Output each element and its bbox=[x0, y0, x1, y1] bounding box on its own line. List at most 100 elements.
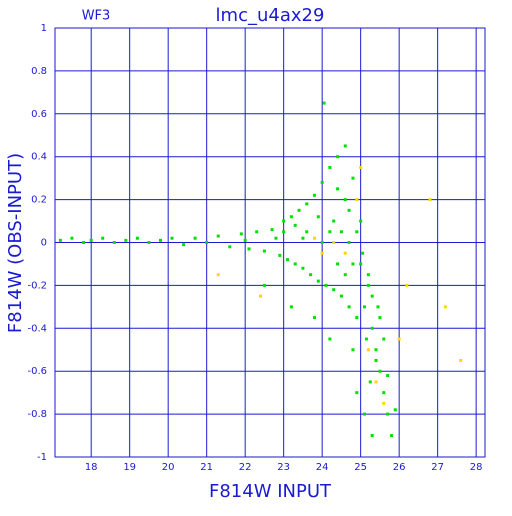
point bbox=[305, 202, 309, 206]
y-tick-label: -0.8 bbox=[27, 409, 47, 420]
point bbox=[312, 316, 316, 320]
point bbox=[347, 241, 351, 244]
point bbox=[355, 198, 359, 202]
point bbox=[366, 283, 370, 287]
x-tick-label: 28 bbox=[470, 462, 483, 473]
x-tick-label: 26 bbox=[393, 462, 406, 473]
point bbox=[124, 238, 128, 242]
point bbox=[339, 230, 343, 234]
point bbox=[336, 155, 340, 159]
point bbox=[347, 208, 351, 212]
point bbox=[289, 305, 293, 309]
y-tick-label: -0.6 bbox=[27, 366, 47, 377]
point bbox=[262, 283, 266, 287]
x-tick-label: 27 bbox=[431, 462, 444, 473]
point bbox=[205, 241, 209, 244]
point bbox=[193, 236, 197, 240]
point bbox=[361, 251, 365, 255]
point bbox=[336, 187, 340, 191]
point bbox=[247, 247, 251, 251]
point bbox=[239, 232, 243, 236]
x-tick-label: 19 bbox=[123, 462, 136, 473]
point bbox=[158, 238, 162, 242]
x-tick-label: 22 bbox=[239, 462, 252, 473]
x-tick-label: 18 bbox=[85, 462, 98, 473]
x-tick-label: 23 bbox=[277, 462, 290, 473]
point bbox=[389, 434, 393, 438]
y-tick-label: 0.6 bbox=[31, 109, 47, 120]
point bbox=[286, 258, 290, 262]
point bbox=[309, 273, 313, 277]
point bbox=[101, 236, 105, 240]
point bbox=[320, 241, 324, 244]
point bbox=[355, 391, 359, 395]
point bbox=[382, 401, 386, 405]
y-tick-label: 1 bbox=[41, 23, 47, 34]
x-tick-label: 25 bbox=[354, 462, 367, 473]
point bbox=[332, 288, 336, 292]
point bbox=[339, 294, 343, 298]
point bbox=[320, 251, 324, 255]
point bbox=[297, 208, 301, 212]
point bbox=[274, 236, 278, 240]
y-tick-label: 0.8 bbox=[31, 66, 47, 77]
point bbox=[397, 337, 401, 341]
point bbox=[355, 316, 359, 320]
point bbox=[351, 262, 355, 266]
point bbox=[374, 380, 378, 384]
point bbox=[243, 238, 247, 242]
point bbox=[355, 230, 359, 234]
point bbox=[112, 241, 116, 244]
point bbox=[228, 245, 232, 249]
point bbox=[170, 236, 174, 240]
point bbox=[328, 230, 332, 234]
y-axis-label: F814W (OBS-INPUT) bbox=[5, 153, 26, 333]
point bbox=[378, 369, 382, 373]
point bbox=[259, 294, 263, 298]
point bbox=[332, 241, 336, 244]
point bbox=[343, 273, 347, 277]
point bbox=[428, 198, 432, 202]
point bbox=[322, 101, 326, 105]
chart-title: lmc_u4ax29 bbox=[216, 5, 325, 26]
point bbox=[182, 243, 186, 247]
y-tick-label: 0.4 bbox=[31, 152, 47, 163]
point bbox=[81, 241, 85, 244]
point bbox=[328, 165, 332, 169]
point bbox=[374, 358, 378, 362]
point bbox=[366, 348, 370, 352]
point bbox=[393, 408, 397, 412]
point bbox=[368, 380, 372, 384]
point bbox=[370, 434, 374, 438]
point bbox=[289, 215, 293, 219]
y-tick-label: -1 bbox=[37, 452, 47, 463]
point bbox=[359, 165, 363, 169]
point bbox=[293, 223, 297, 227]
point bbox=[343, 144, 347, 148]
point bbox=[316, 215, 320, 219]
point bbox=[374, 348, 378, 352]
point bbox=[301, 266, 305, 270]
point bbox=[382, 391, 386, 395]
point bbox=[359, 219, 363, 223]
chart-subtitle: WF3 bbox=[82, 9, 111, 24]
y-tick-label: -0.2 bbox=[27, 280, 47, 291]
point bbox=[324, 283, 328, 287]
point bbox=[328, 337, 332, 341]
point bbox=[70, 236, 74, 240]
point bbox=[363, 412, 367, 416]
point bbox=[320, 180, 324, 184]
point bbox=[343, 251, 347, 255]
point bbox=[282, 230, 286, 234]
point bbox=[293, 262, 297, 266]
point bbox=[386, 373, 390, 377]
x-tick-label: 24 bbox=[316, 462, 329, 473]
point bbox=[147, 241, 151, 244]
point bbox=[216, 234, 220, 238]
point bbox=[443, 305, 447, 309]
point bbox=[301, 236, 305, 240]
point bbox=[316, 279, 320, 283]
point bbox=[278, 253, 282, 257]
